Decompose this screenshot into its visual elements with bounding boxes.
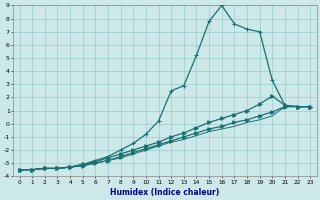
X-axis label: Humidex (Indice chaleur): Humidex (Indice chaleur) — [110, 188, 220, 197]
